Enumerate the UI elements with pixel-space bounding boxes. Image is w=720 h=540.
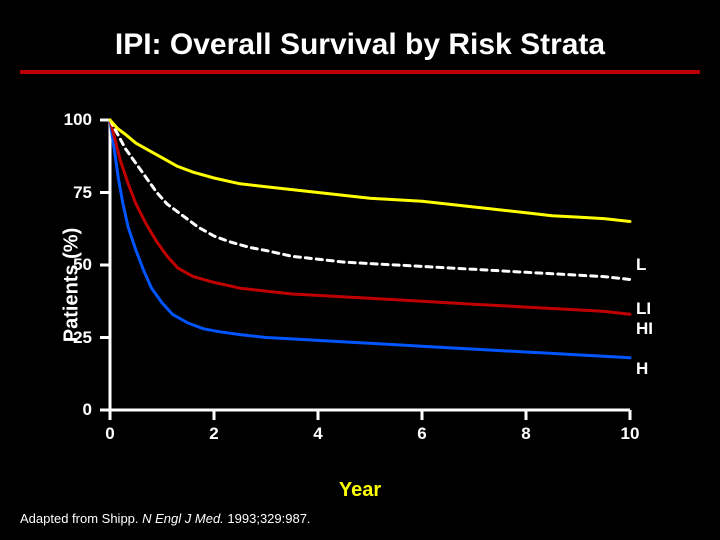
- slide-title: IPI: Overall Survival by Risk Strata: [0, 0, 720, 70]
- series-label-L: L: [636, 255, 646, 275]
- chart-svg: [110, 120, 630, 410]
- citation-prefix: Adapted from Shipp.: [20, 511, 142, 526]
- x-axis-label: Year: [339, 479, 381, 502]
- citation-journal: N Engl J Med.: [142, 511, 224, 526]
- x-tick-label: 8: [521, 424, 530, 444]
- series-label-H: H: [636, 359, 648, 379]
- x-tick-label: 6: [417, 424, 426, 444]
- x-tick-label: 0: [105, 424, 114, 444]
- y-tick-label: 25: [73, 328, 92, 348]
- y-tick-label: 50: [73, 255, 92, 275]
- x-tick-label: 2: [209, 424, 218, 444]
- series-label-HI: HI: [636, 319, 653, 339]
- series-label-LI: LI: [636, 299, 651, 319]
- citation-suffix: 1993;329:987.: [224, 511, 311, 526]
- y-tick-label: 75: [73, 183, 92, 203]
- x-tick-label: 4: [313, 424, 322, 444]
- title-underline: [20, 70, 700, 74]
- y-axis-label: Patients (%): [61, 228, 84, 342]
- citation: Adapted from Shipp. N Engl J Med. 1993;3…: [20, 511, 311, 526]
- y-tick-label: 100: [64, 110, 92, 130]
- y-tick-label: 0: [83, 400, 92, 420]
- survival-chart: Patients (%) Year 02550751000246810LLIHI…: [60, 120, 660, 450]
- x-tick-label: 10: [621, 424, 640, 444]
